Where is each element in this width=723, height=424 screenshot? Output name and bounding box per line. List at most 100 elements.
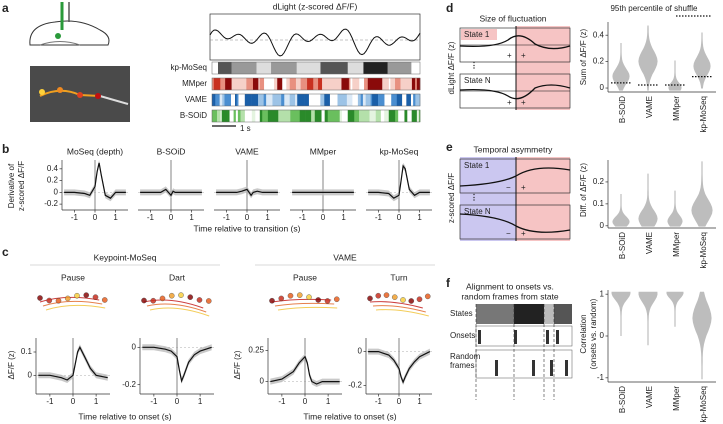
pose-skeleton xyxy=(277,306,338,311)
schematic-title: Alignment to onsets vs. xyxy=(466,281,554,291)
category-label: B-SOiD xyxy=(618,96,627,123)
schematic-ylabel: dLight ΔF/F (z) xyxy=(447,41,456,94)
sign: + xyxy=(521,51,526,60)
stripe xyxy=(342,94,348,106)
stripe xyxy=(282,78,287,90)
y-tick-label: 0.1 xyxy=(593,199,605,208)
sign: − xyxy=(506,183,511,192)
stripe xyxy=(225,94,232,106)
stripe xyxy=(292,78,297,90)
stripe xyxy=(267,78,275,90)
ellipsis: ⋮ xyxy=(470,193,478,202)
subplot-title: MoSeq (depth) xyxy=(67,146,123,156)
error-band xyxy=(64,159,126,202)
stripe xyxy=(387,78,390,90)
stripe xyxy=(347,110,355,122)
error-band xyxy=(270,353,340,387)
panel-label: c xyxy=(2,245,9,259)
stripe xyxy=(357,94,361,106)
pose-skeleton xyxy=(42,300,103,307)
stripe xyxy=(405,78,413,90)
stripe xyxy=(395,110,399,122)
mean-trace xyxy=(368,351,431,384)
sign: − xyxy=(506,229,511,238)
schematic-curve xyxy=(459,213,571,233)
y-tick-label: 0 xyxy=(600,221,605,230)
pose-keypoint xyxy=(333,296,340,303)
stripe xyxy=(352,78,360,90)
stripe xyxy=(242,78,247,90)
stripe xyxy=(258,78,261,90)
panel-label: e xyxy=(446,140,453,154)
stripe xyxy=(333,94,338,106)
x-axis-label: Time relative to onset (s) xyxy=(78,411,171,421)
x-tick-label: 0 xyxy=(397,397,402,406)
stripe xyxy=(313,78,319,90)
pose-skeleton xyxy=(45,304,106,311)
stripe-frame xyxy=(211,77,421,91)
stripe xyxy=(411,78,416,90)
state-label: State N xyxy=(464,76,491,85)
stripe xyxy=(295,94,298,106)
stripe xyxy=(388,110,396,122)
x-tick-label: 0 xyxy=(93,213,98,222)
stripe xyxy=(259,110,263,122)
x-tick-label: 1 xyxy=(113,213,118,222)
stripe xyxy=(286,78,291,90)
stripe xyxy=(413,94,416,106)
stripe xyxy=(212,62,219,74)
pose-keypoint xyxy=(424,293,431,300)
y-tick-label: 0.2 xyxy=(47,176,59,185)
pose-keypoint xyxy=(269,297,275,304)
stripe xyxy=(271,110,279,122)
stripe xyxy=(398,110,405,122)
stripe xyxy=(415,94,419,106)
stripe xyxy=(252,78,259,90)
pre-region xyxy=(460,157,516,241)
x-tick-label: 1 xyxy=(417,213,422,222)
stripe-frame xyxy=(211,109,421,123)
stripe xyxy=(400,78,406,90)
subplot-title: Turn xyxy=(390,272,407,282)
category-label: VAME xyxy=(645,386,654,408)
category-label: MMper xyxy=(672,232,681,257)
stripe xyxy=(274,94,282,106)
y-tick-label: 1 xyxy=(600,289,605,298)
x-tick-label: 1 xyxy=(189,213,194,222)
x-tick-label: 0 xyxy=(169,213,174,222)
stripe xyxy=(266,94,273,106)
stripe xyxy=(238,94,246,106)
state-box xyxy=(459,158,571,194)
stripe xyxy=(403,94,406,106)
stripe xyxy=(237,110,241,122)
y-tick-label: -0.2 xyxy=(348,381,362,390)
stripe xyxy=(347,62,364,74)
stripe xyxy=(410,94,414,106)
stripe xyxy=(234,78,242,90)
stripe xyxy=(320,94,325,106)
stripe xyxy=(418,110,421,122)
stripe xyxy=(365,94,371,106)
stripe xyxy=(315,94,321,106)
pose-keypoint xyxy=(383,292,390,298)
stripe xyxy=(327,110,334,122)
y-axis-label: ΔF/F (z) xyxy=(7,350,16,379)
stripe xyxy=(296,62,321,74)
stripe xyxy=(411,110,418,122)
stripe xyxy=(417,78,421,90)
stripe xyxy=(415,78,418,90)
stripe xyxy=(231,62,257,74)
pose-keypoint xyxy=(205,298,212,304)
stripe xyxy=(213,78,221,90)
onset-marks xyxy=(478,330,568,376)
sign: + xyxy=(521,229,526,238)
stripe xyxy=(274,78,278,90)
stripe xyxy=(320,62,349,74)
violin xyxy=(612,43,630,91)
stripe xyxy=(300,78,308,90)
stripe-frame xyxy=(211,61,421,75)
pose-keypoint xyxy=(150,297,157,304)
scale-label: 1 s xyxy=(240,124,251,133)
stripe xyxy=(299,110,306,122)
